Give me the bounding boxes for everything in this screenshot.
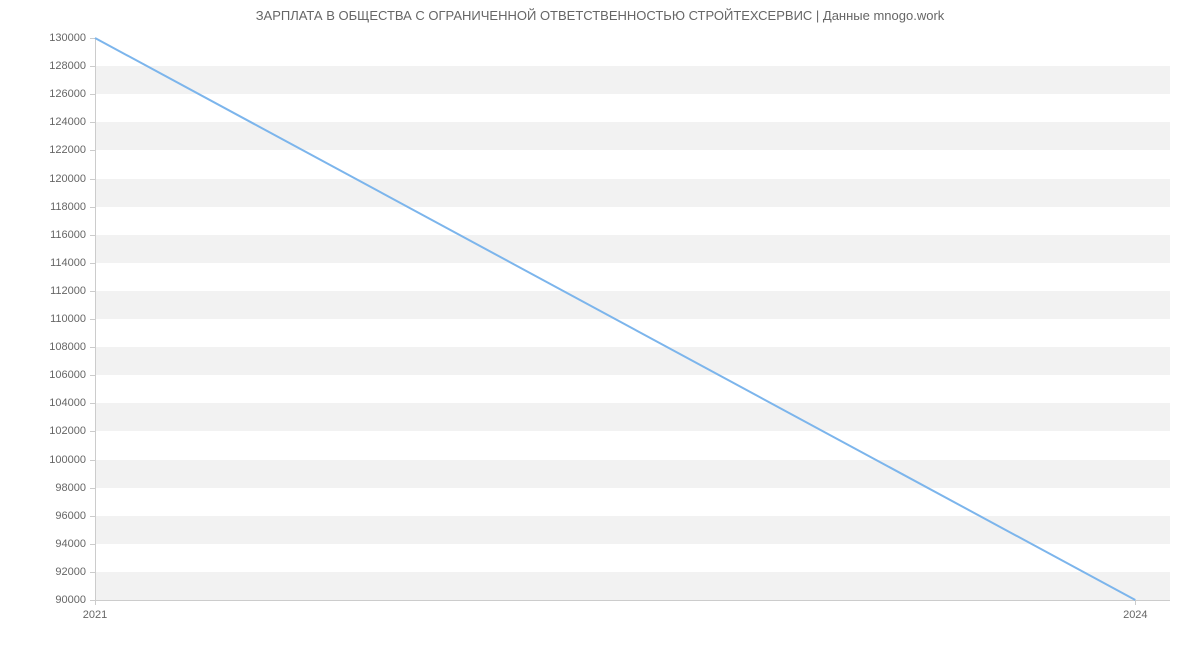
y-tick-label: 94000 [26,538,86,550]
x-tick-label: 2024 [1123,609,1147,621]
y-tick-label: 124000 [26,116,86,128]
y-tick-label: 110000 [26,313,86,325]
y-tick-label: 106000 [26,369,86,381]
x-axis-line [95,600,1170,601]
y-tick-label: 114000 [26,257,86,269]
y-tick-label: 96000 [26,510,86,522]
y-tick-label: 128000 [26,60,86,72]
chart-title: ЗАРПЛАТА В ОБЩЕСТВА С ОГРАНИЧЕННОЙ ОТВЕТ… [0,8,1200,23]
y-tick-label: 122000 [26,144,86,156]
y-tick-label: 92000 [26,566,86,578]
x-tick [1135,600,1136,605]
y-tick-label: 108000 [26,341,86,353]
y-tick-label: 90000 [26,594,86,606]
series-line-salary [95,38,1135,600]
y-tick-label: 130000 [26,32,86,44]
y-tick-label: 116000 [26,229,86,241]
y-tick-label: 102000 [26,425,86,437]
y-tick-label: 98000 [26,482,86,494]
plot-area: 9000092000940009600098000100000102000104… [95,38,1170,600]
series-layer [95,38,1170,600]
x-tick-label: 2021 [83,609,107,621]
x-tick [95,600,96,605]
y-tick-label: 104000 [26,397,86,409]
y-tick-label: 100000 [26,454,86,466]
y-tick-label: 120000 [26,173,86,185]
y-tick-label: 126000 [26,88,86,100]
salary-line-chart: ЗАРПЛАТА В ОБЩЕСТВА С ОГРАНИЧЕННОЙ ОТВЕТ… [0,0,1200,650]
y-tick-label: 112000 [26,285,86,297]
y-tick-label: 118000 [26,201,86,213]
